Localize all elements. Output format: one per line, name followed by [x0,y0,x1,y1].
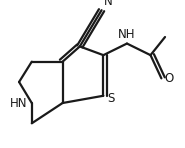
Text: O: O [164,72,173,85]
Text: NH: NH [118,28,136,41]
Text: N: N [104,0,113,8]
Text: HN: HN [10,96,27,110]
Text: S: S [107,92,115,105]
